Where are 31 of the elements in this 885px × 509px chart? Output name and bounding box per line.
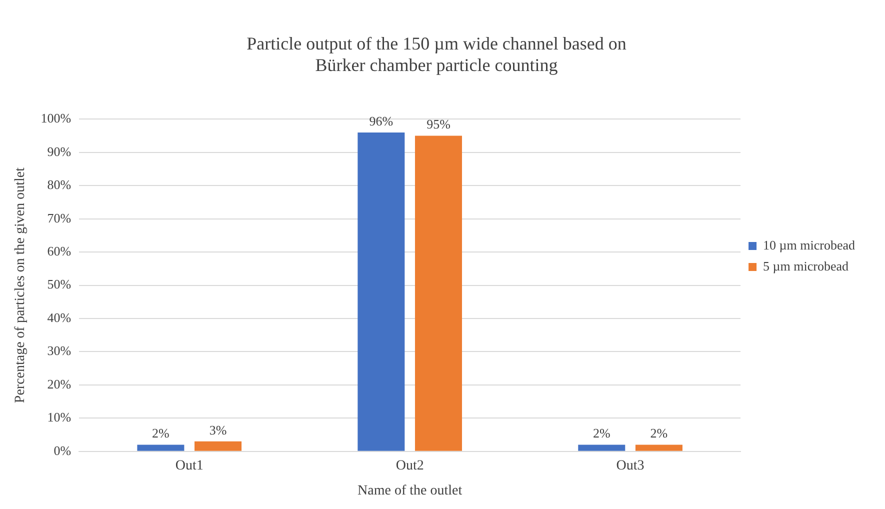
y-tick-label: 100% <box>40 110 72 126</box>
y-axis-title: Percentage of particles on the given outlet <box>13 167 28 404</box>
bar <box>137 444 184 451</box>
y-tick-label: 20% <box>47 376 72 392</box>
data-label: 95% <box>426 116 451 132</box>
data-label: 2% <box>152 426 170 441</box>
legend-label: 5 µm microbead <box>763 258 849 274</box>
y-tick-label: 10% <box>47 410 72 425</box>
data-label: 2% <box>650 426 668 441</box>
y-tick-label: 70% <box>47 210 72 226</box>
data-label: 2% <box>592 426 610 441</box>
x-axis-title: Name of the outlet <box>358 483 462 498</box>
x-tick-label: Out3 <box>616 458 644 474</box>
x-tick-label: Out2 <box>396 458 424 474</box>
bar <box>358 132 405 451</box>
data-label: 96% <box>369 113 394 128</box>
data-label: 3% <box>209 422 227 438</box>
y-tick-label: 30% <box>47 343 72 358</box>
y-tick-label: 40% <box>47 310 72 325</box>
y-tick-label: 50% <box>47 276 72 292</box>
y-tick-label: 60% <box>47 244 72 258</box>
bar <box>194 441 242 451</box>
y-tick-label: 90% <box>47 144 72 159</box>
legend-label: 10 µm microbead <box>763 237 856 252</box>
chart-title: Particle output of the 150 µm wide channel based on Bürker chamber particle counting <box>246 34 626 76</box>
y-tick-label: 0% <box>54 442 72 458</box>
y-tick-label: 80% <box>47 177 72 192</box>
bar <box>578 444 626 451</box>
x-tick-label: Out1 <box>175 458 204 474</box>
bar <box>635 444 682 451</box>
bar <box>414 136 462 451</box>
